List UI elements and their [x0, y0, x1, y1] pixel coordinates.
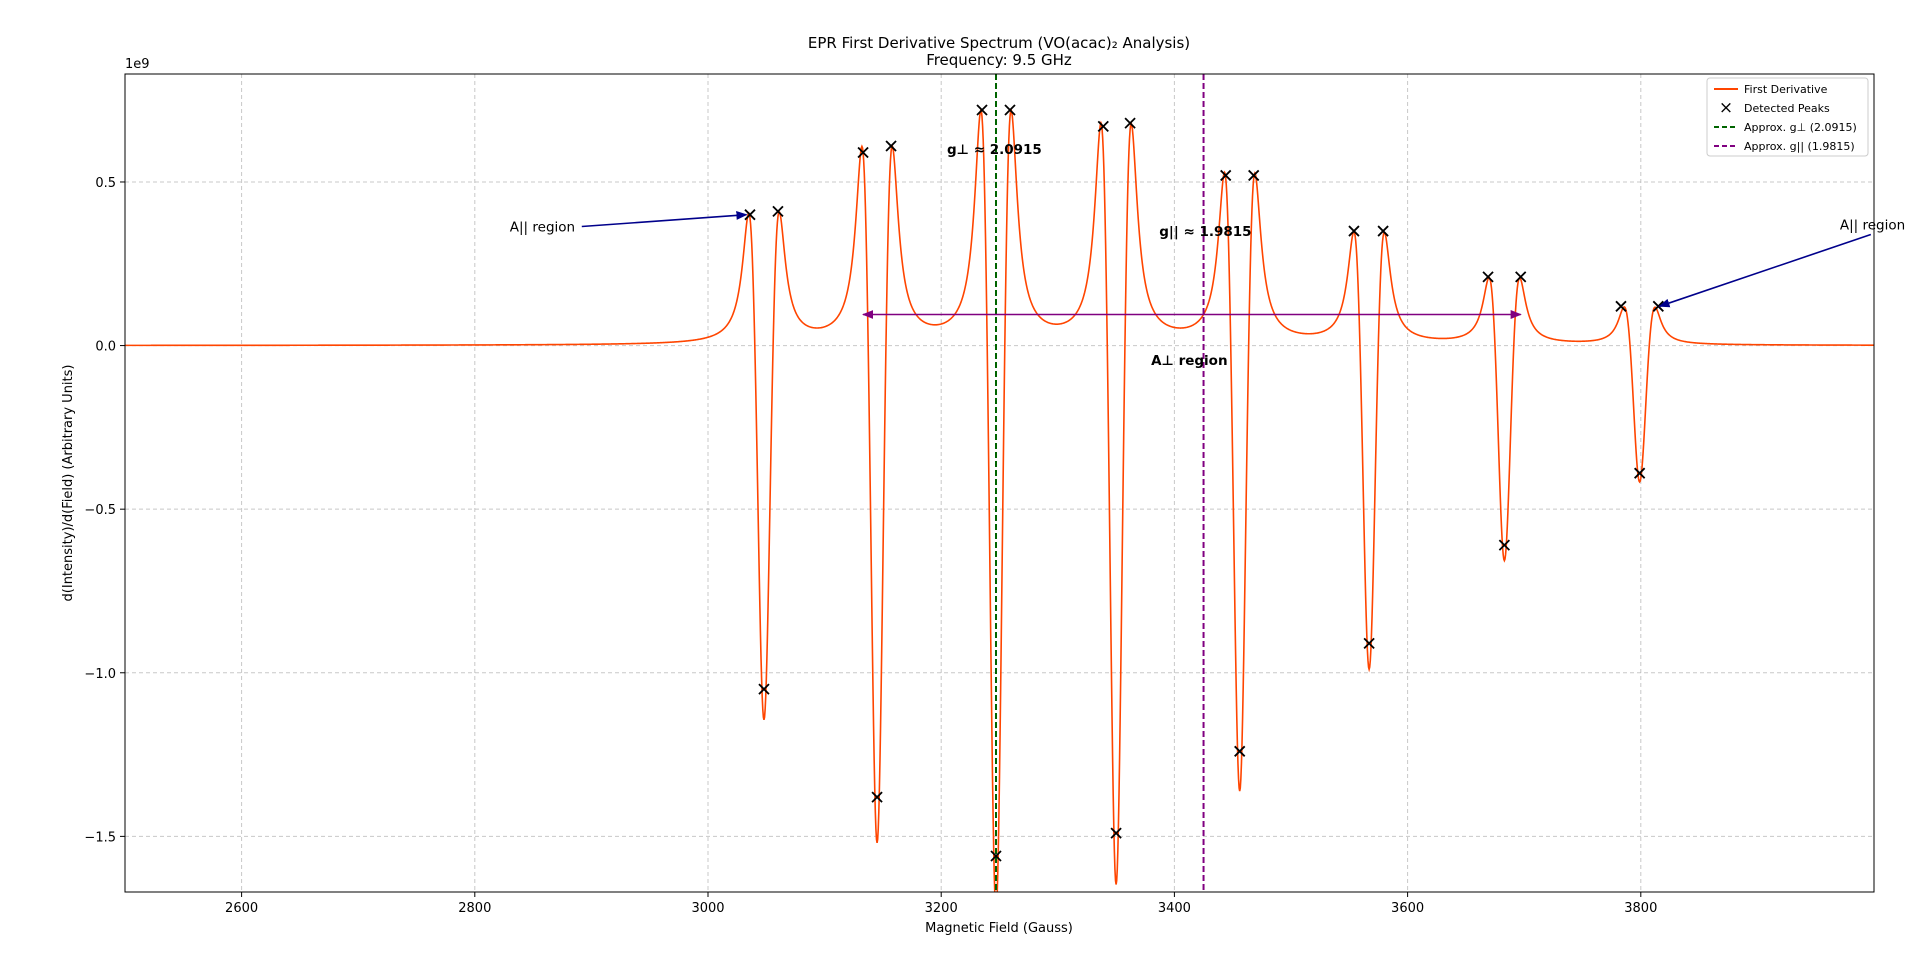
peak-marker [758, 683, 770, 695]
peak-marker-stroke [1633, 467, 1646, 479]
peak-marker-stroke [1515, 271, 1527, 283]
peak-marker-stroke [1377, 225, 1389, 237]
peak-marker-stroke [1363, 637, 1375, 649]
peak-marker-stroke [1615, 300, 1627, 312]
peak-marker [1363, 637, 1375, 649]
peak-marker-stroke [758, 683, 770, 695]
y-tick-label: −0.5 [84, 503, 116, 518]
peak-marker [1110, 827, 1122, 839]
peak-marker-stroke [772, 205, 784, 218]
legend-label-g-par: Approx. g|| (1.9815) [1744, 140, 1855, 153]
g-par-label: g|| ≈ 1.9815 [1159, 224, 1251, 240]
peak-marker-stroke [1482, 271, 1494, 283]
peak-marker [1234, 745, 1246, 757]
peak-marker [990, 850, 1002, 862]
a-par-left-arrow [581, 210, 748, 228]
x-tick-label: 3000 [691, 901, 724, 916]
a-par-right-arrow [1658, 233, 1872, 308]
y-tick-label: −1.0 [84, 667, 116, 682]
peak-marker-stroke [1097, 120, 1109, 132]
peak-marker-stroke [1234, 745, 1246, 757]
x-axis: 2600 2800 3000 3200 3400 3600 3800 [225, 892, 1657, 916]
peak-marker [772, 205, 784, 218]
plot-frame [124, 73, 1875, 893]
legend-label-detected-peaks: Detected Peaks [1744, 102, 1830, 115]
peak-marker-stroke [871, 791, 883, 803]
peak-marker-stroke [885, 140, 897, 152]
peak-marker-stroke [976, 104, 988, 116]
peak-marker [1615, 300, 1627, 312]
peak-marker [857, 146, 869, 159]
peak-marker [1498, 539, 1511, 551]
x-tick-label: 3600 [1391, 901, 1424, 916]
chart-subtitle: Frequency: 9.5 GHz [926, 51, 1072, 69]
peak-marker-stroke [1498, 539, 1511, 551]
peak-marker [1220, 169, 1232, 182]
a-par-left-label: A|| region [510, 220, 575, 236]
peak-marker-stroke [1110, 827, 1122, 839]
y-axis-label: d(Intensity)/d(Field) (Arbitrary Units) [61, 365, 76, 602]
a-perp-label: A⊥ region [1151, 353, 1227, 369]
peak-marker [1124, 117, 1136, 129]
g-perp-label: g⊥ ≈ 2.0915 [947, 142, 1042, 158]
x-tick-label: 2800 [458, 901, 491, 916]
y-tick-label: −1.5 [84, 830, 116, 845]
legend-swatch-detected-peaks: × [1719, 98, 1733, 118]
peak-marker-stroke [1248, 169, 1260, 182]
peak-marker-stroke [1220, 169, 1232, 182]
x-tick-label: 3400 [1158, 901, 1191, 916]
peak-marker [1377, 225, 1389, 237]
grid-lines [125, 74, 1874, 892]
y-scale-label: 1e9 [125, 57, 150, 72]
y-axis: −1.5 −1.0 −0.5 0.0 0.5 [84, 176, 125, 845]
peak-marker [1097, 120, 1109, 132]
y-tick-label: 0.5 [95, 176, 116, 191]
legend-label-first-derivative: First Derivative [1744, 83, 1828, 96]
peak-marker [1482, 271, 1494, 283]
peak-marker [1633, 467, 1646, 479]
peak-marker [1004, 104, 1016, 116]
x-tick-label: 3800 [1624, 901, 1657, 916]
peak-marker [976, 104, 988, 116]
x-tick-label: 3200 [925, 901, 958, 916]
legend: First Derivative × Detected Peaks Approx… [1706, 77, 1869, 157]
peak-marker [885, 140, 897, 152]
first-derivative-line [125, 107, 1874, 892]
peak-marker-stroke [1124, 117, 1136, 129]
a-par-right-label: A|| region [1840, 218, 1905, 234]
peak-marker [1515, 271, 1527, 283]
peak-marker [871, 791, 883, 803]
x-tick-label: 2600 [225, 901, 258, 916]
y-tick-label: 0.0 [95, 340, 116, 355]
plot-area [125, 74, 1874, 892]
peak-marker [1248, 169, 1260, 182]
chart-title: EPR First Derivative Spectrum (VO(acac)₂… [808, 34, 1190, 52]
peak-marker-stroke [857, 146, 869, 159]
peak-marker-stroke [990, 850, 1002, 862]
x-axis-label: Magnetic Field (Gauss) [925, 921, 1073, 936]
peak-marker-stroke [1348, 225, 1360, 237]
peak-marker [1348, 225, 1360, 237]
annotations: g⊥ ≈ 2.0915 g|| ≈ 1.9815 A⊥ region A|| regi… [510, 142, 1905, 369]
legend-label-g-perp: Approx. g⊥ (2.0915) [1744, 121, 1857, 134]
legend-box [1706, 77, 1869, 157]
peak-marker-stroke [1004, 104, 1016, 116]
